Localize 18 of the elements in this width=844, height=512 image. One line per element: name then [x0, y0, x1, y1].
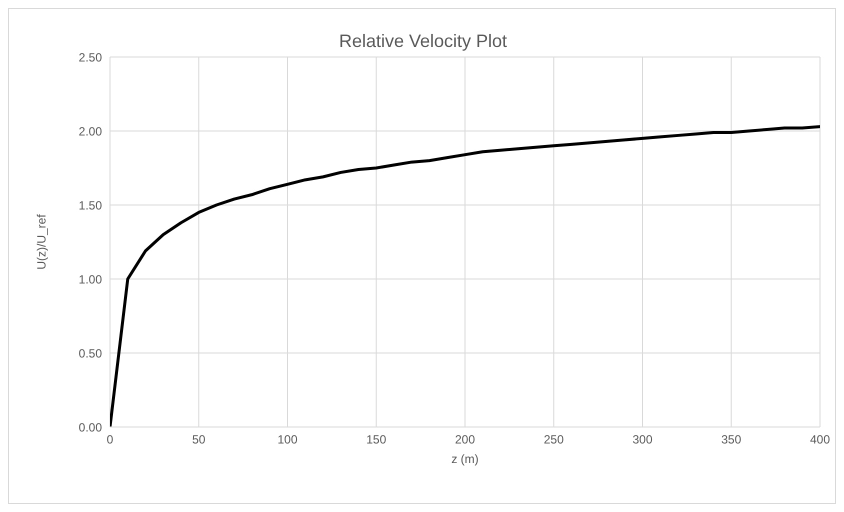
y-tick-label: 2.00 — [78, 124, 102, 138]
x-tick-label: 350 — [721, 432, 742, 447]
y-tick-label: 0.00 — [78, 420, 102, 434]
x-tick-label: 250 — [544, 432, 564, 447]
x-tick-label: 100 — [277, 432, 298, 447]
x-tick-label: 300 — [632, 432, 653, 447]
x-tick-label: 150 — [366, 432, 387, 447]
x-tick-label: 50 — [192, 432, 206, 447]
x-tick-label: 400 — [810, 432, 830, 447]
x-tick-label: 0 — [106, 432, 114, 447]
y-tick-label: 1.00 — [78, 272, 102, 286]
x-axis-title: z (m) — [451, 452, 479, 466]
y-tick-label: 0.50 — [78, 346, 102, 360]
y-tick-label: 2.50 — [78, 50, 102, 64]
x-tick-label: 200 — [454, 432, 476, 447]
y-axis-title: U(z)/U_ref — [34, 214, 48, 270]
chart-title: Relative Velocity Plot — [338, 31, 508, 52]
y-tick-label: 1.50 — [78, 198, 102, 212]
